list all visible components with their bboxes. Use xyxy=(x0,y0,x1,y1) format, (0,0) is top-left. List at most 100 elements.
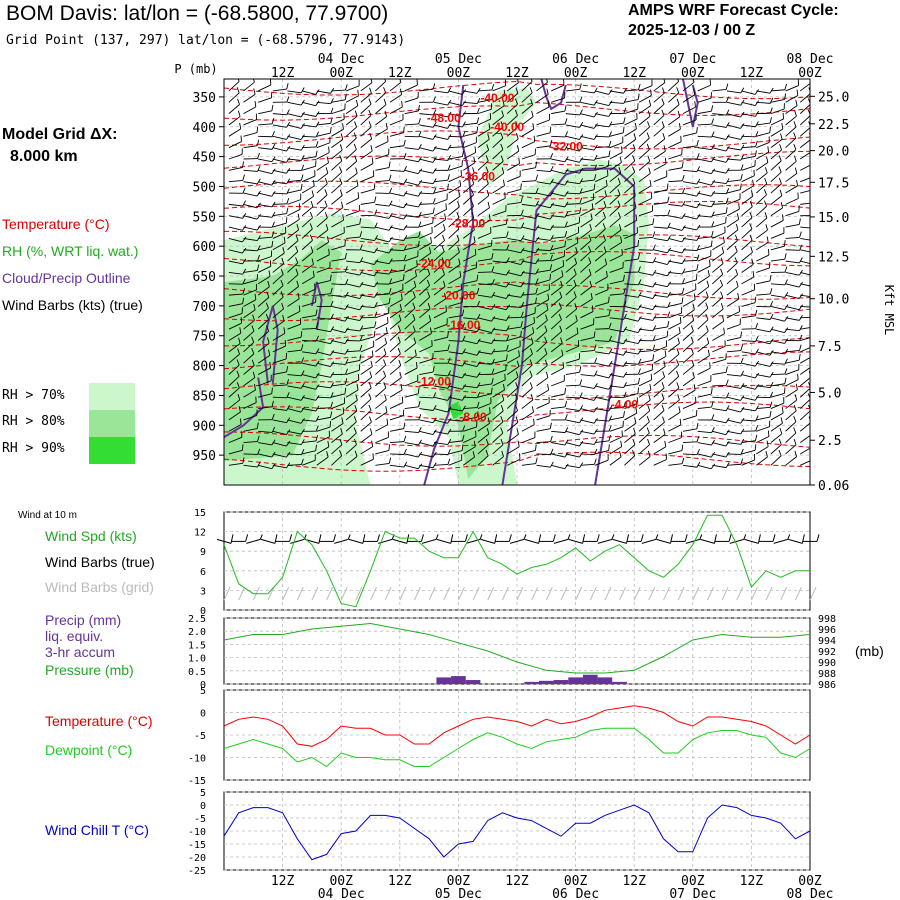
wind-barb xyxy=(463,90,478,94)
top-date-tick-label: 08 Dec xyxy=(787,52,834,67)
wind-barb xyxy=(404,215,419,218)
wind-barb-true xyxy=(480,538,495,544)
wind-barb-flag xyxy=(330,107,334,114)
wind-barb-flag xyxy=(456,211,460,218)
wind-barb-flag xyxy=(256,202,261,209)
wind-barb-flag xyxy=(564,387,567,395)
wind-barb xyxy=(536,299,549,307)
wind-barb xyxy=(287,124,302,129)
wind-barb-flag xyxy=(368,109,372,116)
wind-barb xyxy=(609,280,624,285)
wind-barb xyxy=(287,349,302,353)
wind-barb-flag xyxy=(520,301,525,308)
temperature-contour xyxy=(224,251,810,272)
wind-barb xyxy=(345,444,357,455)
wind-barb xyxy=(638,359,653,364)
model-grid-value: 8.000 km xyxy=(10,148,78,165)
wind-barb xyxy=(697,275,710,285)
wind-barb xyxy=(316,374,331,378)
wind-barb-flag xyxy=(814,223,817,228)
wind-barb-flag xyxy=(300,111,305,118)
precip-tick-label: 0.5 xyxy=(188,667,206,678)
wind-barb xyxy=(697,123,712,126)
wind-barb xyxy=(756,122,771,126)
wind-barb-flag xyxy=(315,89,320,95)
wind-barb xyxy=(316,205,328,217)
wind-barb-flag xyxy=(799,231,802,238)
wind-barb-flag xyxy=(638,368,641,375)
wind-barb-flag xyxy=(663,79,666,83)
wind-barb xyxy=(375,332,388,341)
wind-barb xyxy=(301,459,316,466)
wind-barb-flag xyxy=(339,177,343,184)
wind-barb-flag xyxy=(485,155,489,162)
wind-barb xyxy=(726,179,741,183)
wind-barb-flag xyxy=(254,100,257,107)
wind-barb-flag xyxy=(444,292,447,299)
wind-barb-flag xyxy=(355,394,358,401)
wind-barb xyxy=(463,407,478,410)
wind-barb-flag xyxy=(535,457,538,464)
wind-barb xyxy=(668,332,681,341)
wind-barb xyxy=(521,312,536,319)
wind-barb xyxy=(624,245,639,251)
wind-barb xyxy=(580,262,592,273)
wind-barb xyxy=(404,430,419,433)
wind-barb xyxy=(272,124,287,128)
wind-barb-flag xyxy=(696,254,700,261)
wind-barb-flag xyxy=(265,302,269,309)
wind-barb-flag xyxy=(769,288,773,295)
wind-barb-flag xyxy=(330,401,333,408)
wind-barb-flag xyxy=(518,350,520,357)
wind-barb-flag xyxy=(461,150,465,157)
wind-barb xyxy=(521,237,536,243)
wind-barb xyxy=(785,328,800,332)
wind-barb xyxy=(302,156,317,160)
wind-barb xyxy=(404,355,417,364)
wind-barb xyxy=(404,181,419,186)
wind-barb xyxy=(331,207,344,217)
wind-barb-flag xyxy=(711,118,714,125)
wind-barb xyxy=(594,289,609,296)
wind-barb xyxy=(668,215,683,219)
wind-barb-flag xyxy=(427,291,431,298)
wind-barb-flag xyxy=(531,110,534,117)
temperature-contour-label: -8.00 xyxy=(459,410,487,424)
wind-barb-flag xyxy=(535,268,539,275)
wind-barb-flag xyxy=(237,393,241,400)
wind-barb xyxy=(228,353,240,364)
wind-barb xyxy=(536,279,551,285)
wind-barb xyxy=(331,455,343,466)
wind-barb xyxy=(389,192,404,197)
wind-barb xyxy=(506,150,520,160)
wind-barb xyxy=(726,374,741,377)
wind-barb xyxy=(624,362,639,365)
wind-barb xyxy=(507,283,522,288)
wind-barb-flag xyxy=(678,327,681,334)
wind-barb-flag xyxy=(529,87,533,94)
wind-barb xyxy=(551,181,565,186)
wind-barb xyxy=(800,347,810,353)
dewpoint-label: Dewpoint (°C) xyxy=(45,742,133,758)
wind-barb xyxy=(536,269,551,273)
wind-barb-flag xyxy=(301,164,305,171)
wind-barb-flag xyxy=(778,450,782,456)
wind-barb-flag xyxy=(491,338,496,344)
temperature-contour xyxy=(224,130,810,150)
wind-barb-true xyxy=(641,538,656,544)
wind-barb-flag xyxy=(652,257,657,264)
wind-barb-flag xyxy=(544,348,548,354)
wind-barb-flag xyxy=(623,117,626,124)
wind-barb xyxy=(521,293,536,296)
wind-barb xyxy=(595,155,609,160)
wind-barb-flag xyxy=(301,449,305,455)
wind-barb xyxy=(682,169,698,173)
bottom-hour-tick-label: 00Z xyxy=(329,874,353,889)
wind-barb-flag xyxy=(384,394,387,400)
wind-barb-flag xyxy=(388,288,392,295)
wind-barb xyxy=(287,199,301,205)
wind-barb-flag xyxy=(397,336,401,343)
wind-barb xyxy=(404,464,419,470)
wind-barb-flag xyxy=(251,336,255,343)
wind-barb xyxy=(536,289,550,296)
